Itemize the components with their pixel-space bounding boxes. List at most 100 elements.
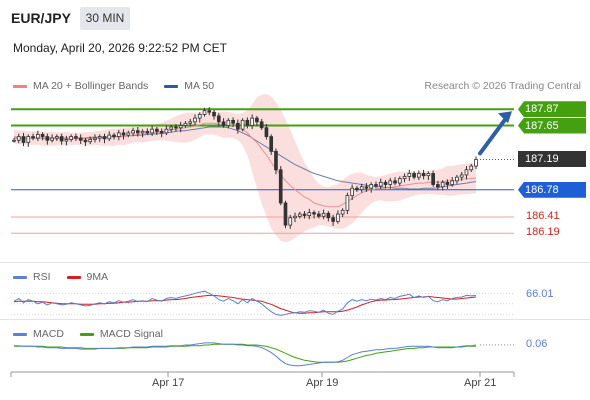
resistance-2-tag: 187.87 <box>518 101 586 118</box>
candle <box>40 133 45 137</box>
candle <box>231 119 235 124</box>
candle <box>221 121 226 126</box>
candle <box>250 117 254 126</box>
macd-swatch <box>13 332 27 336</box>
candle <box>331 217 335 222</box>
candle <box>159 131 164 134</box>
candle <box>388 180 393 185</box>
rsi-line <box>13 290 477 316</box>
candle <box>412 173 416 178</box>
candle <box>464 169 469 176</box>
rsi-legend-label: RSI <box>33 271 51 283</box>
candle <box>312 212 316 215</box>
candle <box>83 139 88 143</box>
rsi-value-label: 66.01 <box>526 288 554 301</box>
candle <box>402 176 407 180</box>
rsi-ma-swatch <box>66 275 81 279</box>
macd-signal-legend-label: MACD Signal <box>99 328 163 340</box>
candle <box>278 169 283 204</box>
candle <box>421 173 426 177</box>
symbol-title: EUR/JPY <box>11 10 71 26</box>
candle <box>107 134 112 140</box>
candle <box>236 122 240 130</box>
candle <box>417 173 421 178</box>
candle <box>178 125 183 129</box>
candle <box>78 137 83 141</box>
ma50-swatch <box>164 84 179 88</box>
candle <box>288 217 293 226</box>
x-tick-apr17: Apr 17 <box>152 377 185 389</box>
candle <box>145 131 150 134</box>
candle <box>350 187 354 197</box>
pivot-tag: 186.78 <box>518 181 586 198</box>
candle <box>16 136 21 141</box>
candle <box>274 150 278 171</box>
candle <box>240 119 245 130</box>
candle <box>336 213 340 222</box>
candle <box>197 114 202 119</box>
timeframe-button[interactable]: 30 MIN <box>80 7 130 30</box>
price-legend: MA 20 + Bollinger Bands MA 50 <box>13 80 230 92</box>
candle <box>445 181 450 185</box>
candle <box>393 180 397 184</box>
candle <box>35 133 40 139</box>
candle <box>374 184 378 187</box>
candle <box>174 126 178 129</box>
candle <box>74 136 78 139</box>
candle <box>355 187 359 191</box>
candle <box>193 117 197 123</box>
rsi-ma-line <box>13 294 477 314</box>
candle <box>469 165 474 171</box>
candle <box>426 173 431 177</box>
candle <box>440 181 445 188</box>
ma50-line <box>14 126 477 190</box>
macd-legend: MACD MACD Signal <box>13 328 179 340</box>
candle <box>383 181 388 185</box>
candle <box>212 111 216 117</box>
forecast-arrow-head <box>498 111 512 124</box>
macd-value-label: 0.06 <box>526 337 548 350</box>
last-price-tag: 187.19 <box>518 151 586 168</box>
candle <box>283 202 288 226</box>
rsi-swatch <box>13 275 27 279</box>
candle <box>183 122 188 126</box>
forecast-arrow-shaft <box>478 116 508 156</box>
candle <box>69 136 73 140</box>
candle <box>321 212 326 217</box>
candle <box>140 131 145 134</box>
candle <box>316 213 321 217</box>
candle <box>164 128 169 134</box>
candle <box>407 173 412 177</box>
macd-line <box>14 342 477 367</box>
candle <box>126 132 131 136</box>
candle <box>255 117 259 123</box>
candle <box>397 178 402 184</box>
candle <box>136 130 140 134</box>
candle <box>169 126 174 130</box>
resistance-1-tag: 187.65 <box>518 117 586 134</box>
macd-signal-line <box>14 343 476 363</box>
datetime-label: Monday, April 20, 2026 9:22:52 PM CET <box>13 41 227 55</box>
candle <box>155 128 159 132</box>
ma20-swatch <box>13 84 27 88</box>
rsi-ma-legend-label: 9MA <box>86 271 109 283</box>
candle <box>226 119 231 126</box>
candle <box>216 115 221 123</box>
candle <box>450 180 455 185</box>
candle <box>88 139 93 143</box>
candle <box>302 213 307 216</box>
x-tick-apr19: Apr 19 <box>306 377 339 389</box>
candle <box>369 184 374 189</box>
candle <box>116 132 121 137</box>
candle <box>55 136 59 139</box>
candle <box>326 212 331 219</box>
macd-panel-separator <box>0 319 590 320</box>
ma20-line <box>13 122 477 208</box>
candle <box>12 139 16 142</box>
candle <box>202 110 207 115</box>
candle <box>474 159 478 167</box>
candle <box>64 139 69 142</box>
candle <box>131 130 135 134</box>
candle <box>150 128 154 134</box>
